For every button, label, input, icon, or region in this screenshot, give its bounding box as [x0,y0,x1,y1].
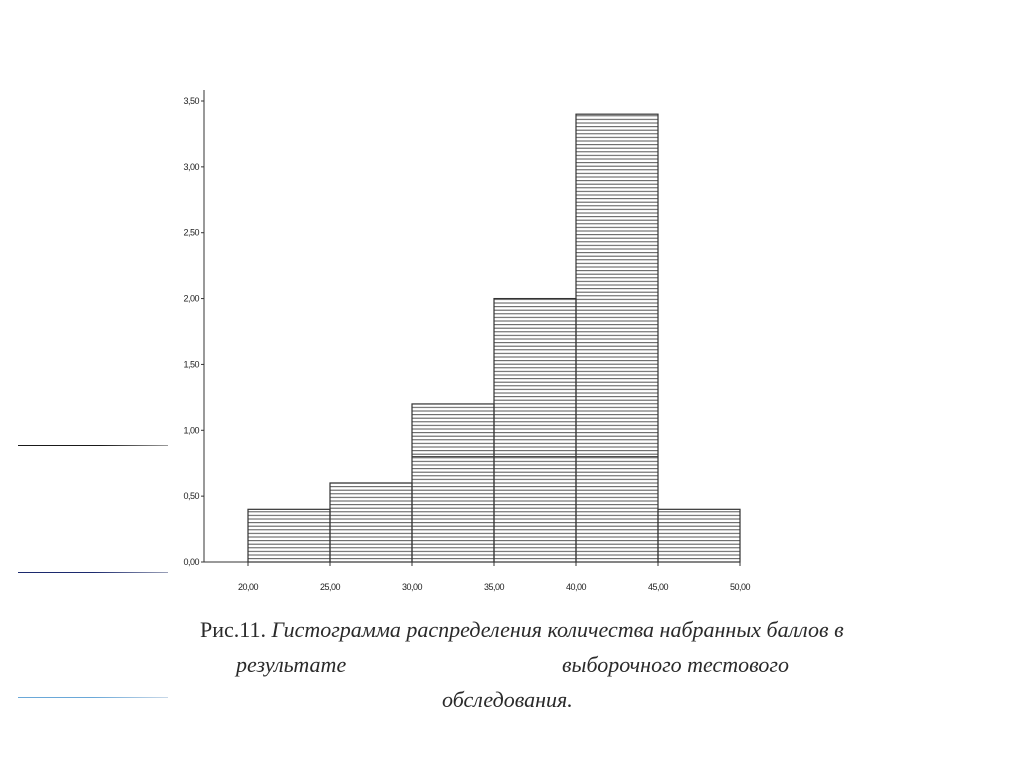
y-tick-label: 0,50 [183,491,199,501]
figure-caption-line3: обследования. [442,687,573,712]
x-tick-label: 25,00 [320,582,341,592]
figure-caption-line2-right: выборочного тестового [562,652,790,677]
histogram-bar [575,113,659,563]
histogram-bar [411,403,495,563]
y-tick-label: 1,00 [183,425,199,435]
histogram-bar [493,297,577,563]
side-line-lightblue [18,697,168,698]
figure-caption-line1: Рис.11. Гистограмма распределения количе… [200,617,844,643]
side-line-black [18,445,168,446]
y-tick-label: 2,00 [183,294,199,304]
caption-title: Гистограмма распределения количества наб… [271,617,844,642]
y-tick-label: 3,50 [183,96,199,106]
side-line-navy [18,572,168,573]
figure-caption-line2-left: результате [236,652,347,677]
y-tick-label: 0,00 [183,557,199,567]
y-tick-label: 1,50 [183,359,199,369]
y-tick-label: 3,00 [183,162,199,172]
figure-label: Рис.11. [200,617,266,642]
histogram-bar [657,508,741,563]
histogram-bar [329,482,413,563]
x-tick-label: 30,00 [402,582,423,592]
x-tick-label: 20,00 [238,582,259,592]
histogram-bar [247,508,331,563]
x-tick-label: 40,00 [566,582,587,592]
x-tick-label: 50,00 [730,582,751,592]
x-tick-label: 45,00 [648,582,669,592]
x-tick-label: 35,00 [484,582,505,592]
y-tick-label: 2,50 [183,228,199,238]
